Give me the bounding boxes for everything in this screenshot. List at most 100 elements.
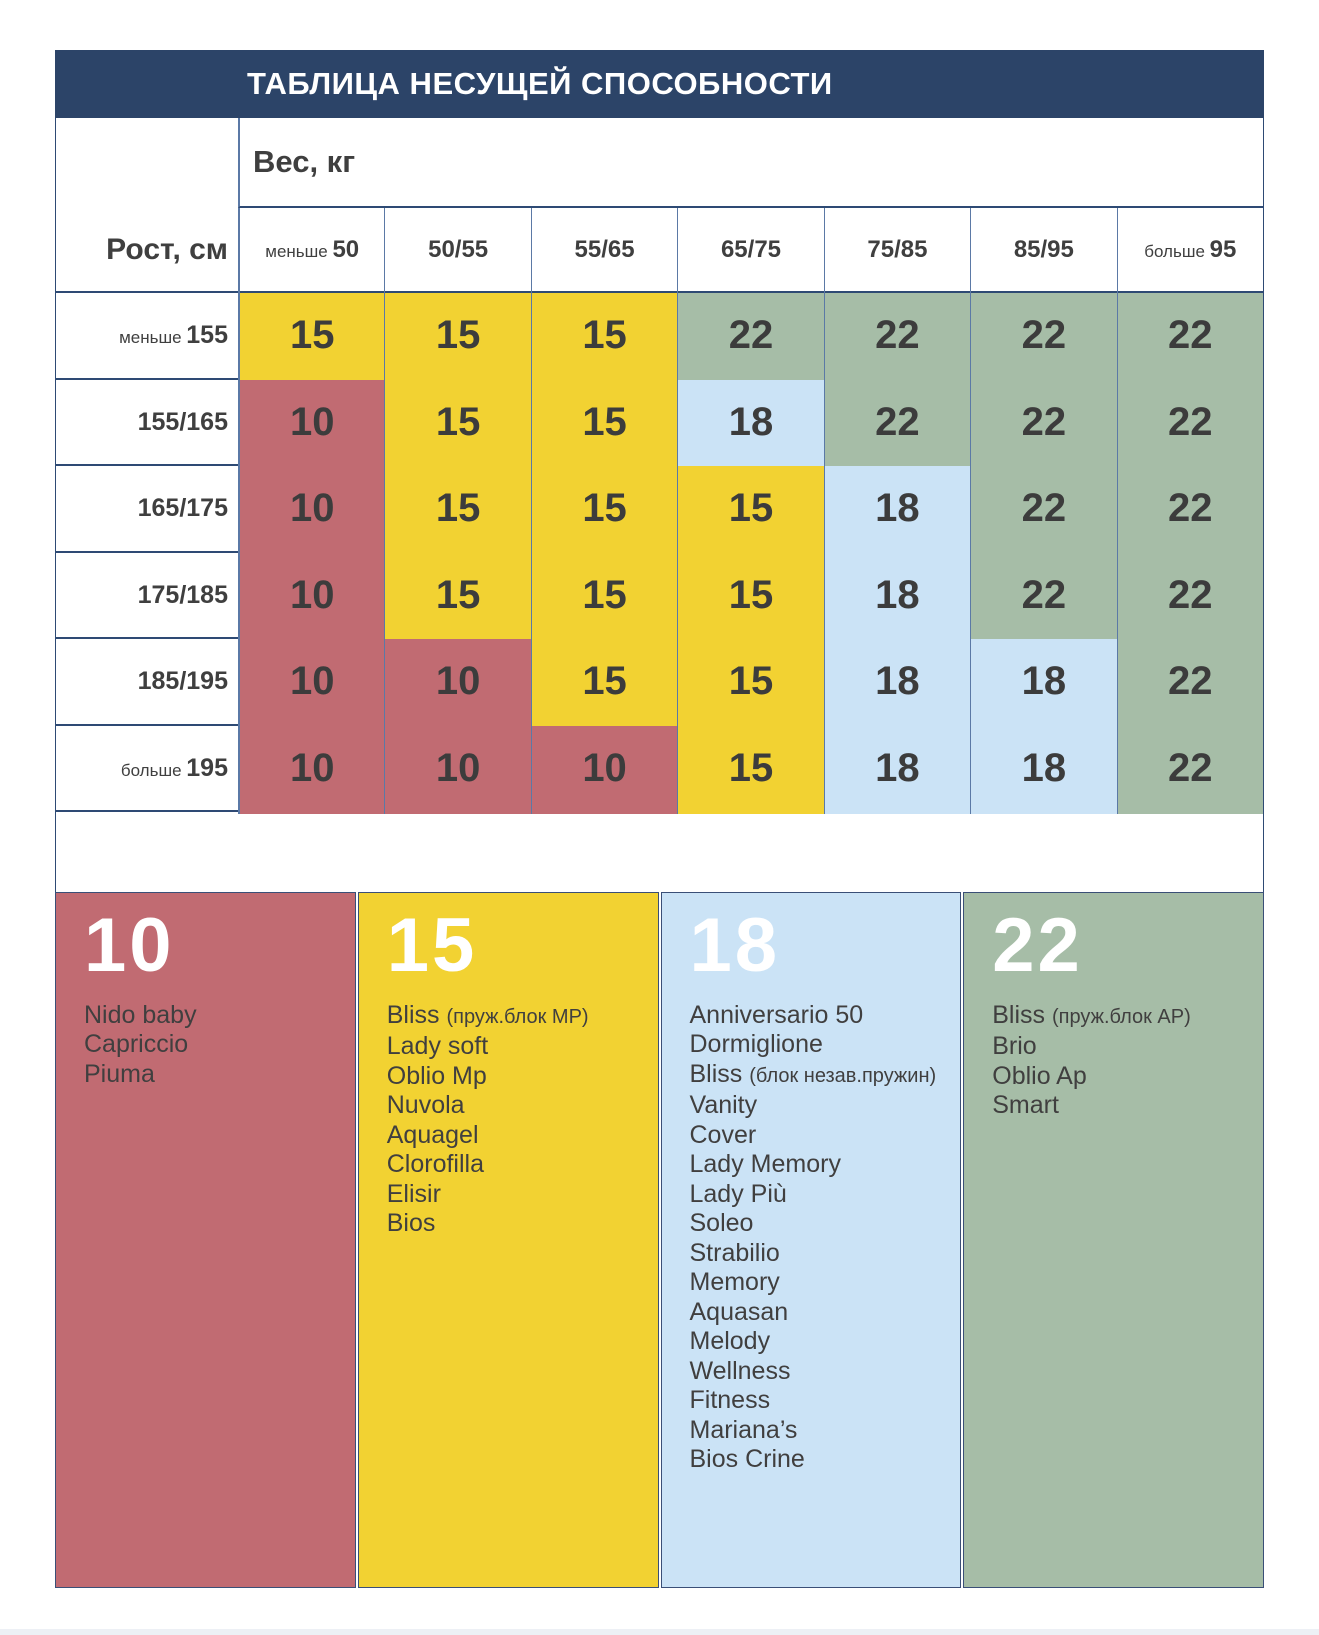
weight-header-cell: 75/85 <box>823 208 970 294</box>
table-row: 175/185 10 15 15 15 18 22 22 <box>56 552 1263 642</box>
capacity-cell: 22 <box>1116 293 1263 382</box>
legend-item: Memory <box>689 1268 780 1297</box>
legend-item: Smart <box>992 1091 1059 1120</box>
legend-item: Oblio Ap <box>992 1061 1087 1090</box>
label-value: 195 <box>186 753 228 782</box>
legend-item-list: Bliss (пруж.блок МР) Lady soft Oblio Mp Nuv… <box>387 1001 640 1239</box>
capacity-cell: 18 <box>823 725 971 814</box>
legend-item-note: (пруж.блок АР) <box>1051 1005 1191 1028</box>
capacity-cell: 10 <box>530 725 678 814</box>
capacity-cell: 18 <box>823 639 971 728</box>
legend-item: Bios Crine <box>689 1445 805 1474</box>
weight-header-cell: 55/65 <box>530 208 677 294</box>
capacity-cell: 10 <box>238 379 385 468</box>
capacity-cell: 10 <box>384 639 531 728</box>
legend-item: Bliss (пруж.блок МР) <box>386 1000 589 1029</box>
capacity-cell: 15 <box>530 293 678 382</box>
corner-cell <box>56 118 238 208</box>
capacity-cell: 10 <box>238 552 385 641</box>
capacity-cell: 22 <box>1116 552 1263 641</box>
capacity-cell: 18 <box>970 639 1117 728</box>
capacity-cell: 22 <box>1116 379 1263 468</box>
row-label: меньше 155 <box>56 293 238 382</box>
weight-header-cell: меньше 50 <box>238 208 384 294</box>
capacity-cell: 10 <box>238 466 385 555</box>
label-value: 85/95 <box>1013 236 1074 263</box>
legend-column: 18 Anniversario 50 Dormiglione Bliss (блок … <box>660 892 962 1588</box>
capacity-cell: 22 <box>677 293 824 382</box>
legend-item: Strabilio <box>689 1238 780 1267</box>
legend-value: 18 <box>689 903 781 988</box>
height-axis-label: Рост, см <box>106 233 228 266</box>
table-body: меньше 155 15 15 15 22 22 22 22 155/165 10 15 15 18 2… <box>56 293 1263 815</box>
legend-item: Bliss (пруж.блок АР) <box>992 1000 1191 1029</box>
legend-item: Soleo <box>689 1209 754 1238</box>
label-value: 95 <box>1209 236 1237 263</box>
capacity-cell: 15 <box>677 725 824 814</box>
capacity-cell: 22 <box>823 379 971 468</box>
legend-item: Dormiglione <box>689 1030 823 1059</box>
label-prefix: меньше <box>265 242 333 261</box>
label-value: 75/85 <box>867 236 928 263</box>
legend-item-note: (блок незав.пружин) <box>749 1064 937 1087</box>
height-axis-cell: Рост, см <box>56 208 238 294</box>
capacity-cell: 15 <box>384 552 531 641</box>
legend-item: Piuma <box>84 1059 155 1088</box>
legend-column: 15 Bliss (пруж.блок МР) Lady soft Oblio Mp N… <box>357 892 659 1588</box>
row-label: больше 195 <box>56 726 238 815</box>
capacity-cell: 15 <box>677 639 824 728</box>
page-title: ТАБЛИЦА НЕСУЩЕЙ СПОСОБНОСТИ <box>247 66 833 101</box>
capacity-cell: 22 <box>823 293 971 382</box>
capacity-cell: 15 <box>384 466 531 555</box>
label-value: 175/185 <box>137 580 228 609</box>
table-header-top: Вес, кг <box>56 118 1263 208</box>
legend-item: Vanity <box>689 1091 758 1120</box>
legend-value: 15 <box>386 903 478 988</box>
capacity-cell: 15 <box>530 552 678 641</box>
capacity-cell: 22 <box>1116 725 1263 814</box>
spacer-row <box>56 812 1263 892</box>
label-value: 155 <box>186 321 228 349</box>
legend-item: Oblio Mp <box>386 1061 487 1090</box>
label-value: 185/195 <box>137 667 228 695</box>
weight-header-row: Рост, см меньше 50 50/55 55/65 65/75 75/85 85… <box>56 208 1263 294</box>
title-bar: ТАБЛИЦА НЕСУЩЕЙ СПОСОБНОСТИ <box>55 50 1264 118</box>
weight-axis-label: Вес, кг <box>253 144 356 179</box>
row-label: 175/185 <box>56 553 238 642</box>
legend-item: Aquagel <box>386 1120 479 1149</box>
legend-item: Wellness <box>689 1356 791 1385</box>
legend-item: Melody <box>689 1327 771 1356</box>
weight-header-cell: больше 95 <box>1116 208 1263 294</box>
label-value: 55/65 <box>574 236 635 263</box>
legend-item: Lady Più <box>689 1179 787 1208</box>
legend-item: Bios <box>386 1209 436 1238</box>
legend-item: Capriccio <box>84 1030 189 1059</box>
legend-item-note: (пруж.блок МР) <box>446 1005 589 1028</box>
legend-item: Clorofilla <box>386 1150 485 1179</box>
legend-item-list: Anniversario 50 Dormiglione Bliss (блок не… <box>690 1001 943 1475</box>
legend-item-list: Nido baby Capriccio Piuma <box>84 1001 337 1090</box>
weight-header-cell: 85/95 <box>970 208 1116 294</box>
table-row: меньше 155 15 15 15 22 22 22 22 <box>56 293 1263 382</box>
legend-column: 10 Nido baby Capriccio Piuma <box>55 892 356 1588</box>
legend-value: 10 <box>84 903 175 988</box>
label-value: 155/165 <box>137 407 228 436</box>
capacity-cell: 15 <box>677 552 824 641</box>
row-label: 185/195 <box>56 639 238 728</box>
weight-axis-cell: Вес, кг <box>238 118 1263 208</box>
label-value: 50 <box>332 236 360 263</box>
capacity-cell: 15 <box>384 293 531 382</box>
capacity-cell: 18 <box>823 552 971 641</box>
row-label: 165/175 <box>56 466 238 555</box>
legend-item: Elisir <box>386 1179 441 1208</box>
legend-item: Aquasan <box>689 1297 789 1326</box>
capacity-cell: 18 <box>970 725 1117 814</box>
capacity-cell: 22 <box>970 466 1117 555</box>
capacity-cell: 18 <box>677 379 824 468</box>
label-prefix: меньше <box>119 328 187 347</box>
capacity-cell: 18 <box>823 466 971 555</box>
capacity-cell: 15 <box>677 466 824 555</box>
table-row: 155/165 10 15 15 18 22 22 22 <box>56 379 1263 468</box>
legend-item: Nuvola <box>386 1091 465 1120</box>
capacity-cell: 10 <box>238 725 385 814</box>
